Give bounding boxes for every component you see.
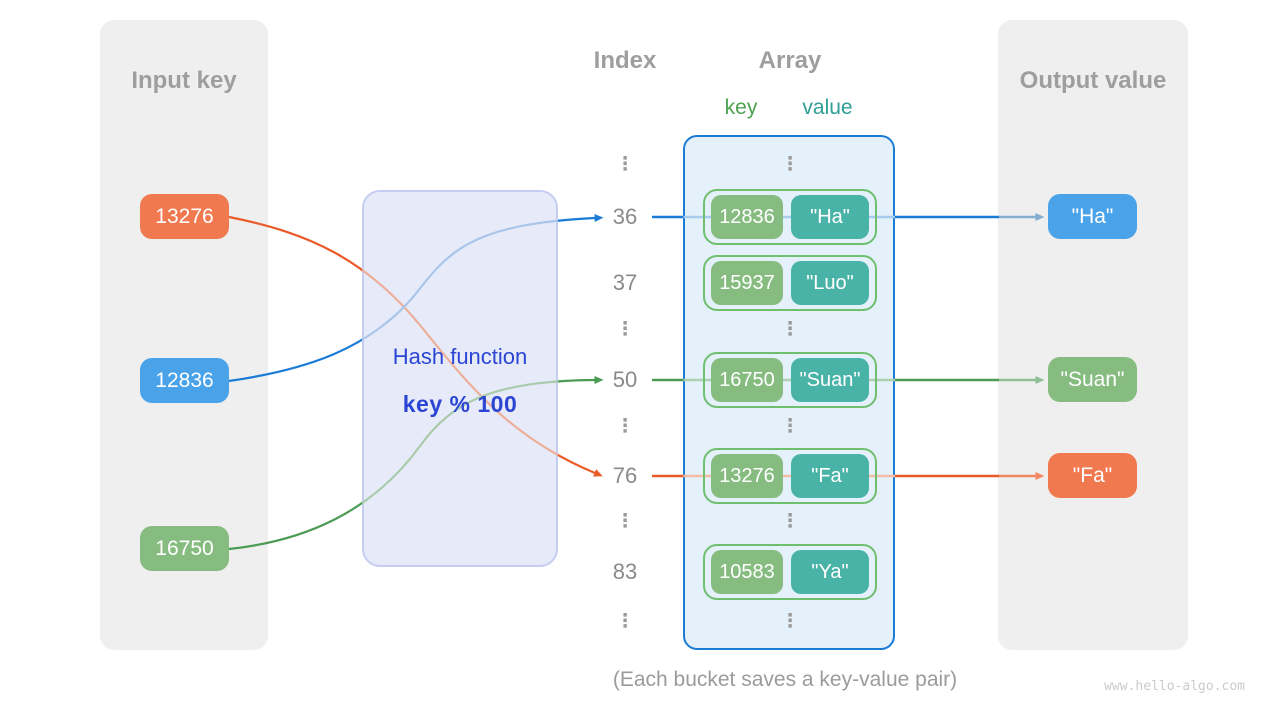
ellipsis-icon: ⋮ xyxy=(615,416,635,437)
array-column-title: Array xyxy=(758,47,822,74)
ellipsis-icon: ⋮ xyxy=(780,511,800,532)
bucket-value: "Fa" xyxy=(791,454,869,498)
bucket-pair-37: 15937 "Luo" xyxy=(703,255,877,311)
figure-caption: (Each bucket saves a key-value pair) xyxy=(612,668,958,691)
array-value-label: value xyxy=(802,96,853,119)
output-value-panel: Output value xyxy=(998,20,1188,650)
hash-function-title: Hash function xyxy=(392,344,528,369)
ellipsis-icon: ⋮ xyxy=(615,154,635,175)
output-value-chip-suan: "Suan" xyxy=(1048,357,1137,402)
index-cell-36: 36 xyxy=(612,204,638,229)
bucket-key: 13276 xyxy=(711,454,783,498)
input-key-chip-12836: 12836 xyxy=(140,358,229,403)
bucket-pair-83: 10583 "Ya" xyxy=(703,544,877,600)
bucket-pair-50: 16750 "Suan" xyxy=(703,352,877,408)
ellipsis-icon: ⋮ xyxy=(780,611,800,632)
bucket-value: "Ha" xyxy=(791,195,869,239)
index-cell-83: 83 xyxy=(612,559,638,584)
array-key-label: key xyxy=(724,96,758,119)
index-cell-50: 50 xyxy=(612,367,638,392)
ellipsis-icon: ⋮ xyxy=(780,154,800,175)
bucket-value: "Ya" xyxy=(791,550,869,594)
bucket-key: 10583 xyxy=(711,550,783,594)
index-cell-76: 76 xyxy=(612,463,638,488)
hash-function-formula: key % 100 xyxy=(402,391,518,417)
input-key-chip-13276: 13276 xyxy=(140,194,229,239)
ellipsis-icon: ⋮ xyxy=(615,611,635,632)
index-cell-37: 37 xyxy=(612,270,638,295)
output-value-chip-ha: "Ha" xyxy=(1048,194,1137,239)
ellipsis-icon: ⋮ xyxy=(780,416,800,437)
bucket-key: 15937 xyxy=(711,261,783,305)
output-value-title: Output value xyxy=(1019,67,1167,94)
input-key-title: Input key xyxy=(131,67,237,94)
bucket-key: 12836 xyxy=(711,195,783,239)
bucket-value: "Luo" xyxy=(791,261,869,305)
ellipsis-icon: ⋮ xyxy=(780,319,800,340)
bucket-key: 16750 xyxy=(711,358,783,402)
bucket-pair-36: 12836 "Ha" xyxy=(703,189,877,245)
bucket-value: "Suan" xyxy=(791,358,869,402)
ellipsis-icon: ⋮ xyxy=(615,319,635,340)
website-watermark: www.hello-algo.com xyxy=(1104,679,1245,694)
bucket-pair-76: 13276 "Fa" xyxy=(703,448,877,504)
output-value-chip-fa: "Fa" xyxy=(1048,453,1137,498)
hash-function-box xyxy=(362,190,558,567)
index-column-title: Index xyxy=(593,47,657,74)
input-key-chip-16750: 16750 xyxy=(140,526,229,571)
ellipsis-icon: ⋮ xyxy=(615,511,635,532)
